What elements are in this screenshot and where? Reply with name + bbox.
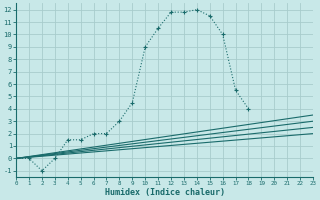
X-axis label: Humidex (Indice chaleur): Humidex (Indice chaleur) bbox=[105, 188, 225, 197]
